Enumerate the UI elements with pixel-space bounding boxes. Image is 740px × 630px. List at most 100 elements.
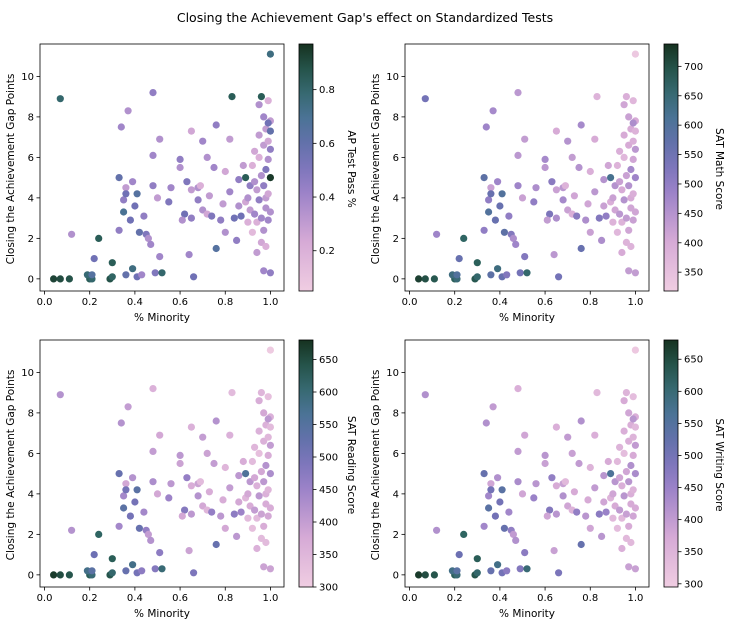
data-point xyxy=(509,234,517,242)
data-point xyxy=(503,271,511,279)
data-point xyxy=(264,119,272,127)
data-point xyxy=(165,198,173,206)
data-point xyxy=(532,480,540,488)
data-point xyxy=(194,492,202,500)
data-point xyxy=(264,433,272,441)
data-point xyxy=(602,508,610,516)
colorbar-label: SAT Reading Score xyxy=(345,416,357,514)
data-point xyxy=(512,240,520,248)
x-tick-label: 0.4 xyxy=(127,593,143,604)
data-point xyxy=(235,176,243,184)
data-point xyxy=(541,451,549,459)
data-point xyxy=(625,563,633,571)
data-point xyxy=(620,449,628,457)
data-point xyxy=(415,275,423,283)
data-point xyxy=(244,218,252,226)
data-point xyxy=(627,461,635,470)
data-point xyxy=(568,153,576,161)
data-point xyxy=(480,226,488,234)
data-point xyxy=(260,113,268,121)
data-point xyxy=(120,492,128,500)
data-point xyxy=(239,161,247,170)
data-point xyxy=(455,255,463,263)
data-point xyxy=(631,423,640,431)
data-point xyxy=(115,226,123,234)
data-point xyxy=(622,468,631,476)
data-point xyxy=(509,530,517,539)
data-point xyxy=(570,192,579,200)
data-point xyxy=(625,113,633,121)
data-point xyxy=(487,486,495,494)
data-point xyxy=(156,549,164,557)
data-point xyxy=(266,423,274,431)
data-point xyxy=(494,265,502,273)
data-point xyxy=(131,498,139,506)
x-tick-label: 0.0 xyxy=(402,593,418,604)
colorbar-tick-label: 500 xyxy=(319,453,338,464)
data-point xyxy=(433,526,441,534)
data-point xyxy=(550,547,558,555)
data-point xyxy=(514,447,522,455)
data-point xyxy=(244,490,252,498)
data-point xyxy=(598,236,606,244)
data-point xyxy=(453,567,461,575)
x-tick-label: 0.8 xyxy=(582,297,598,308)
data-point xyxy=(257,389,265,397)
colorbar-tick-label: 650 xyxy=(684,355,703,366)
data-point xyxy=(629,451,637,459)
data-point xyxy=(262,165,270,174)
data-point xyxy=(264,393,272,401)
y-tick-label: 10 xyxy=(21,368,34,379)
data-point xyxy=(115,522,123,530)
data-point xyxy=(609,514,617,522)
data-point xyxy=(133,486,141,494)
data-point xyxy=(260,409,268,417)
colorbar-tick-label: 700 xyxy=(684,62,703,73)
data-point xyxy=(627,242,635,251)
axes-frame xyxy=(404,43,650,292)
colorbar-tick-label: 550 xyxy=(684,419,703,430)
panel-sat-math: Closing the Achievement Gap Points % Min… xyxy=(370,43,725,324)
data-point xyxy=(149,385,157,393)
data-point xyxy=(487,271,495,279)
data-point xyxy=(530,494,538,502)
data-point xyxy=(485,196,493,204)
data-point xyxy=(181,210,189,218)
data-point xyxy=(251,178,259,186)
colorbar-tick-label: 650 xyxy=(319,355,338,366)
data-point xyxy=(242,174,250,182)
colorbar-tick-label: 0.6 xyxy=(319,139,335,150)
data-point xyxy=(523,269,531,277)
y-tick-label: 6 xyxy=(28,153,34,164)
y-tick-label: 10 xyxy=(386,368,399,379)
data-point xyxy=(235,498,243,506)
data-point xyxy=(126,216,134,224)
data-point xyxy=(600,176,608,184)
data-point xyxy=(221,463,229,472)
data-point xyxy=(264,415,272,423)
data-point xyxy=(221,524,229,532)
data-point xyxy=(266,269,274,277)
x-tick-label: 0.8 xyxy=(217,297,233,308)
data-point xyxy=(153,194,162,202)
data-point xyxy=(577,121,585,129)
data-point xyxy=(622,389,631,397)
data-point xyxy=(264,486,272,494)
data-point xyxy=(552,127,561,135)
data-point xyxy=(575,459,583,468)
y-tick-label: 0 xyxy=(28,570,34,581)
data-point xyxy=(65,275,73,283)
data-point xyxy=(631,174,640,182)
data-point xyxy=(144,234,152,242)
data-point xyxy=(255,449,263,457)
data-point xyxy=(564,433,572,441)
data-point xyxy=(199,137,207,145)
data-point xyxy=(541,155,549,163)
data-point xyxy=(196,478,204,486)
data-point xyxy=(253,482,261,490)
data-point xyxy=(187,482,195,490)
data-point xyxy=(514,385,522,393)
colorbar-tick-label: 500 xyxy=(684,179,703,190)
data-point xyxy=(233,236,241,244)
y-tick-label: 0 xyxy=(393,570,399,581)
